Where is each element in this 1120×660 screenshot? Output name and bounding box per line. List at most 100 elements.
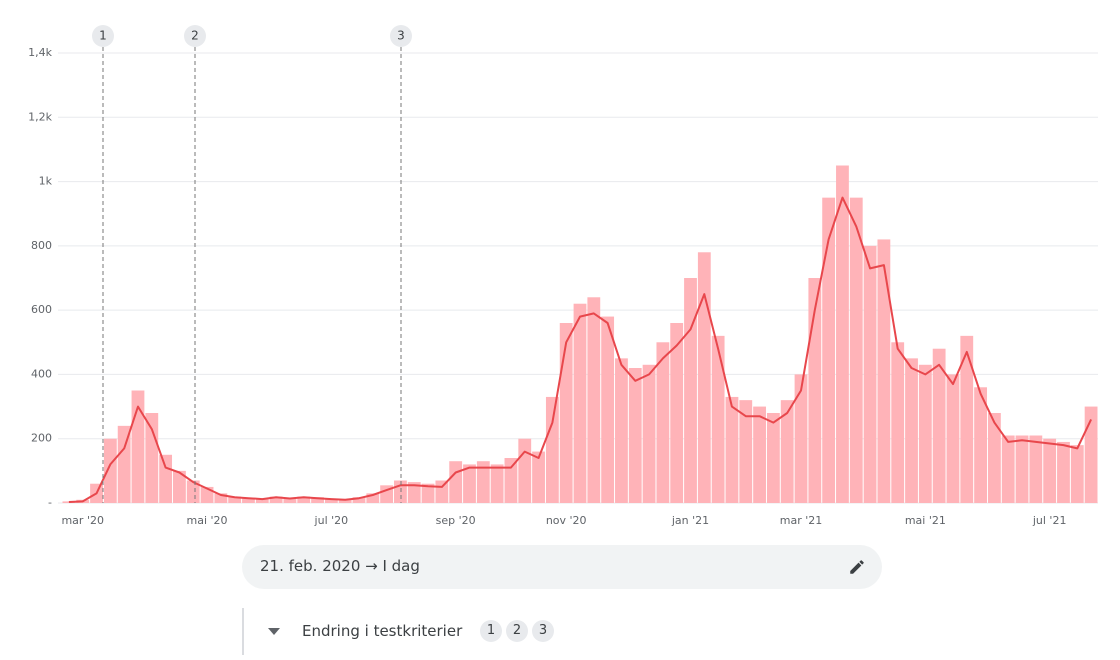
bar <box>891 342 905 503</box>
bar <box>794 374 808 503</box>
x-tick-label: nov '20 <box>546 514 587 527</box>
bar <box>974 387 987 503</box>
x-tick-label: jul '20 <box>314 514 349 527</box>
bar <box>1029 435 1043 503</box>
bar <box>297 496 311 503</box>
edit-icon[interactable] <box>848 558 866 576</box>
bar <box>449 461 463 503</box>
bar <box>145 413 159 503</box>
x-tick-label: sep '20 <box>436 514 476 527</box>
x-tick-label: mai '21 <box>905 514 946 527</box>
bar <box>697 252 711 503</box>
bar <box>173 470 186 503</box>
bar <box>628 368 642 503</box>
bar <box>1043 438 1057 503</box>
bar <box>601 316 615 503</box>
bar <box>407 482 421 503</box>
bar <box>656 342 670 503</box>
bar <box>214 493 228 503</box>
bar <box>463 464 476 503</box>
bar <box>324 498 338 503</box>
bar <box>435 480 449 503</box>
bar <box>780 400 794 503</box>
bar <box>725 396 739 503</box>
bar <box>1084 406 1098 503</box>
bar <box>1070 445 1084 503</box>
y-tick-label: 1k <box>39 175 53 188</box>
date-range-picker[interactable]: 21. feb. 2020 → I dag <box>242 545 882 589</box>
date-range: 21. feb. 2020 → I dag <box>260 557 420 575</box>
y-tick-label: - <box>48 496 52 509</box>
x-tick-label: mar '20 <box>61 514 104 527</box>
bar <box>836 165 849 503</box>
x-tick-label: jul '21 <box>1032 514 1067 527</box>
bar <box>62 501 76 503</box>
bar <box>877 239 891 503</box>
bar <box>587 297 601 503</box>
bar <box>490 464 504 503</box>
bar <box>573 303 587 503</box>
event-label: 1 <box>99 29 107 43</box>
section-title: Endring i testkriterier <box>302 622 462 640</box>
bar <box>946 374 960 503</box>
event-badge <box>184 25 206 47</box>
bar <box>421 483 435 503</box>
y-tick-label: 1,4k <box>28 46 52 59</box>
bar <box>559 323 573 503</box>
bar <box>283 498 297 503</box>
x-tick-label: mai '20 <box>187 514 228 527</box>
chart: - 200 400 600 800 1k 1,2k 1,4k 1 2 3 mar '20 mai… <box>28 25 1098 527</box>
bar <box>255 499 269 503</box>
bar <box>532 451 545 503</box>
x-tick-label: jan '21 <box>671 514 709 527</box>
section-label: Endring i testkriterier <box>302 622 463 640</box>
bar <box>1001 435 1015 503</box>
bar <box>352 497 366 503</box>
bar <box>753 406 766 503</box>
badge: 1 <box>480 620 502 642</box>
y-tick-label: 1,2k <box>28 110 52 123</box>
event-badge <box>92 25 114 47</box>
bar <box>739 400 753 503</box>
badge: 3 <box>532 620 554 642</box>
event-badge <box>390 25 412 47</box>
bar <box>159 454 173 503</box>
bar <box>960 335 974 503</box>
bar <box>615 358 628 503</box>
expand-arrow[interactable] <box>268 628 280 635</box>
bar <box>711 335 725 503</box>
bar <box>905 358 918 503</box>
bar <box>987 413 1001 503</box>
bar <box>117 425 131 503</box>
badge: 2 <box>506 620 528 642</box>
bar <box>394 480 407 503</box>
y-tick-label: 400 <box>31 367 52 380</box>
badges: 1 2 3 <box>480 620 554 642</box>
event-markers: 1 2 3 <box>92 25 412 503</box>
bar <box>684 278 697 503</box>
bar <box>228 496 242 503</box>
bar <box>269 496 283 503</box>
bar <box>545 396 559 503</box>
bar <box>766 413 780 503</box>
y-tick-label: 200 <box>31 432 52 445</box>
bar <box>518 438 532 503</box>
criteria-section[interactable]: Endring i testkriterier 1 2 3 <box>242 608 644 655</box>
bar <box>338 499 352 503</box>
bar <box>1057 441 1070 503</box>
bar <box>670 323 684 503</box>
bar <box>366 493 380 503</box>
bar <box>242 498 255 503</box>
average-line <box>68 196 1093 503</box>
bar <box>932 348 946 503</box>
bar <box>476 461 490 503</box>
bar <box>849 197 863 503</box>
bar <box>822 197 836 503</box>
x-tick-label: mar '21 <box>780 514 823 527</box>
y-tick-label: 600 <box>31 303 52 316</box>
event-label: 2 <box>191 29 199 43</box>
bar <box>103 438 117 503</box>
y-tick-label: 800 <box>31 239 52 252</box>
bar <box>186 480 200 503</box>
